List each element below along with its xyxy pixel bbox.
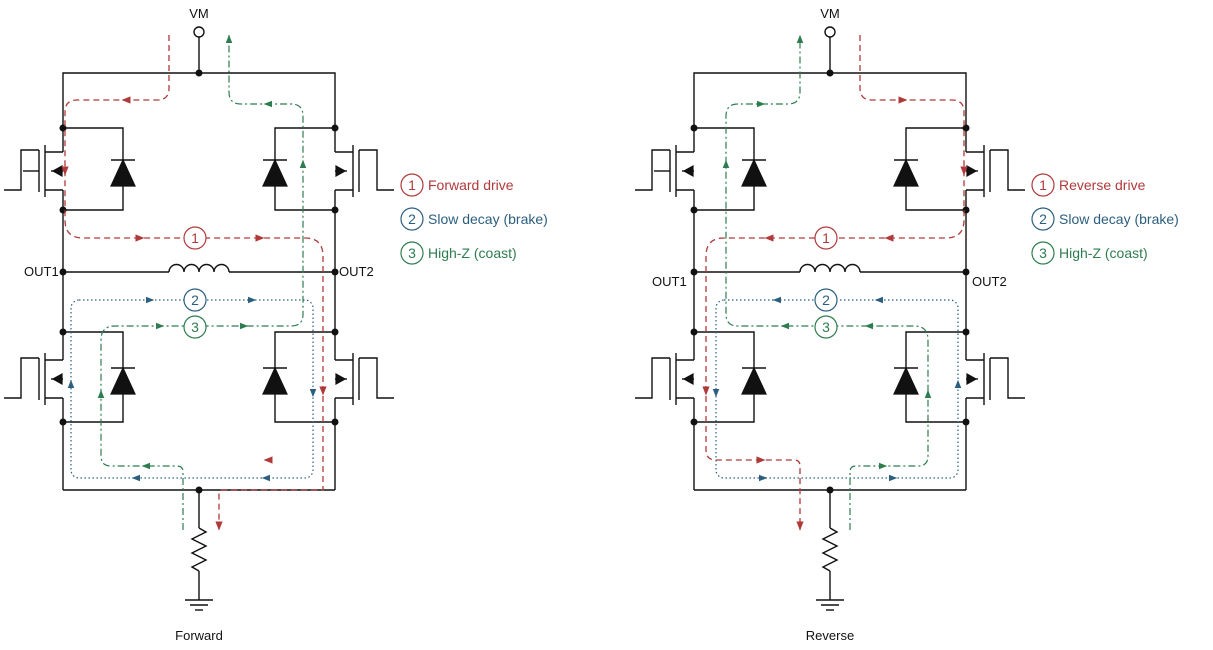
supply-label: VM [820,6,840,21]
path-badge-coast: 3 [183,315,207,339]
out1-label: OUT1 [652,274,687,289]
legend-label-coast: High-Z (coast) [1059,245,1148,261]
svg-text:1: 1 [408,177,416,193]
legend-label-coast: High-Z (coast) [428,245,517,261]
svg-text:3: 3 [1039,245,1047,261]
path-number-drive: 1 [191,230,199,246]
svg-text:2: 2 [408,211,416,227]
legend-item-coast: 3 High-Z (coast) [400,241,517,265]
path-number-drive: 1 [822,230,830,246]
legend-item-drive: 1 Reverse drive [1031,173,1146,197]
legend-label-brake: Slow decay (brake) [428,211,548,227]
path-badge-drive: 1 [183,226,207,250]
path-badge-drive: 1 [814,226,838,250]
svg-text:3: 3 [408,245,416,261]
path-number-brake: 2 [822,292,830,308]
legend-forward: 1 Forward drive 2 Slow decay (brake) 3 H… [400,173,548,265]
legend-item-drive: 1 Forward drive [400,173,514,197]
legend-item-coast: 3 High-Z (coast) [1031,241,1148,265]
out2-label: OUT2 [339,264,374,279]
legend-label-drive: Forward drive [428,177,514,193]
legend-reverse: 1 Reverse drive 2 Slow decay (brake) 3 H… [1031,173,1179,265]
panel-caption: Forward [175,628,223,643]
svg-text:2: 2 [1039,211,1047,227]
legend-label-drive: Reverse drive [1059,177,1146,193]
path-number-brake: 2 [191,292,199,308]
path-badge-brake: 2 [183,288,207,312]
legend-item-brake: 2 Slow decay (brake) [400,207,548,231]
panel-reverse: 1 2 3 VM OUT1 OUT2 Reverse [634,6,1026,643]
path-badge-brake: 2 [814,288,838,312]
panel-forward: 1 2 3 VM OUT1 OUT2 Forward [3,6,395,643]
panel-caption: Reverse [806,628,854,643]
path-number-coast: 3 [191,319,199,335]
out2-label: OUT2 [972,274,1007,289]
out1-label: OUT1 [24,264,59,279]
svg-text:1: 1 [1039,177,1047,193]
supply-label: VM [189,6,209,21]
legend-label-brake: Slow decay (brake) [1059,211,1179,227]
path-badge-coast: 3 [814,315,838,339]
legend-item-brake: 2 Slow decay (brake) [1031,207,1179,231]
path-number-coast: 3 [822,319,830,335]
